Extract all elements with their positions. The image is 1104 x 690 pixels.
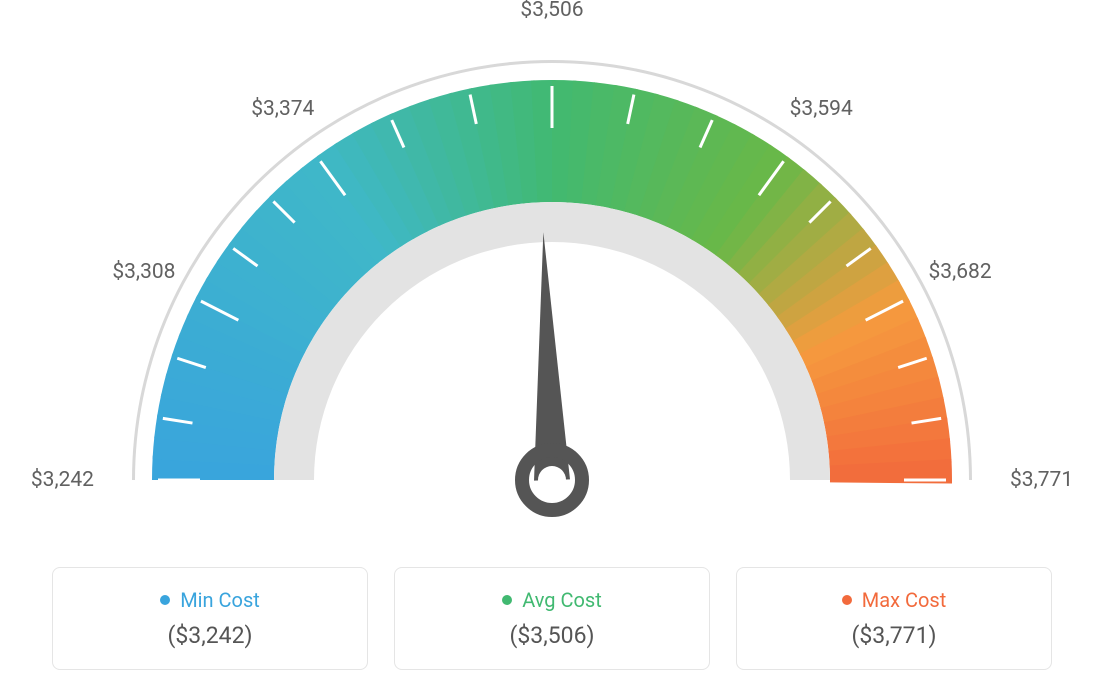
min-cost-card: Min Cost ($3,242) [52, 567, 368, 670]
max-dot-icon [842, 595, 852, 605]
min-cost-value: ($3,242) [53, 622, 367, 649]
min-dot-icon [160, 595, 170, 605]
cost-cards: Min Cost ($3,242) Avg Cost ($3,506) Max … [52, 567, 1052, 670]
avg-cost-header: Avg Cost [395, 588, 709, 612]
gauge-tick-label: $3,308 [112, 260, 175, 284]
gauge-svg [52, 20, 1052, 540]
min-cost-label: Min Cost [180, 588, 260, 612]
gauge-tick-label: $3,771 [1010, 468, 1073, 492]
max-cost-label: Max Cost [862, 588, 947, 612]
gauge-chart: $3,242$3,308$3,374$3,506$3,594$3,682$3,7… [52, 20, 1052, 540]
max-cost-value: ($3,771) [737, 622, 1051, 649]
avg-cost-card: Avg Cost ($3,506) [394, 567, 710, 670]
avg-cost-label: Avg Cost [522, 588, 602, 612]
avg-cost-value: ($3,506) [395, 622, 709, 649]
gauge-tick-label: $3,506 [520, 0, 583, 22]
gauge-tick-label: $3,682 [929, 260, 992, 284]
gauge-tick-label: $3,242 [31, 468, 94, 492]
max-cost-header: Max Cost [737, 588, 1051, 612]
avg-dot-icon [502, 595, 512, 605]
max-cost-card: Max Cost ($3,771) [736, 567, 1052, 670]
gauge-tick-label: $3,594 [790, 97, 853, 121]
gauge-tick-label: $3,374 [251, 97, 314, 121]
min-cost-header: Min Cost [53, 588, 367, 612]
